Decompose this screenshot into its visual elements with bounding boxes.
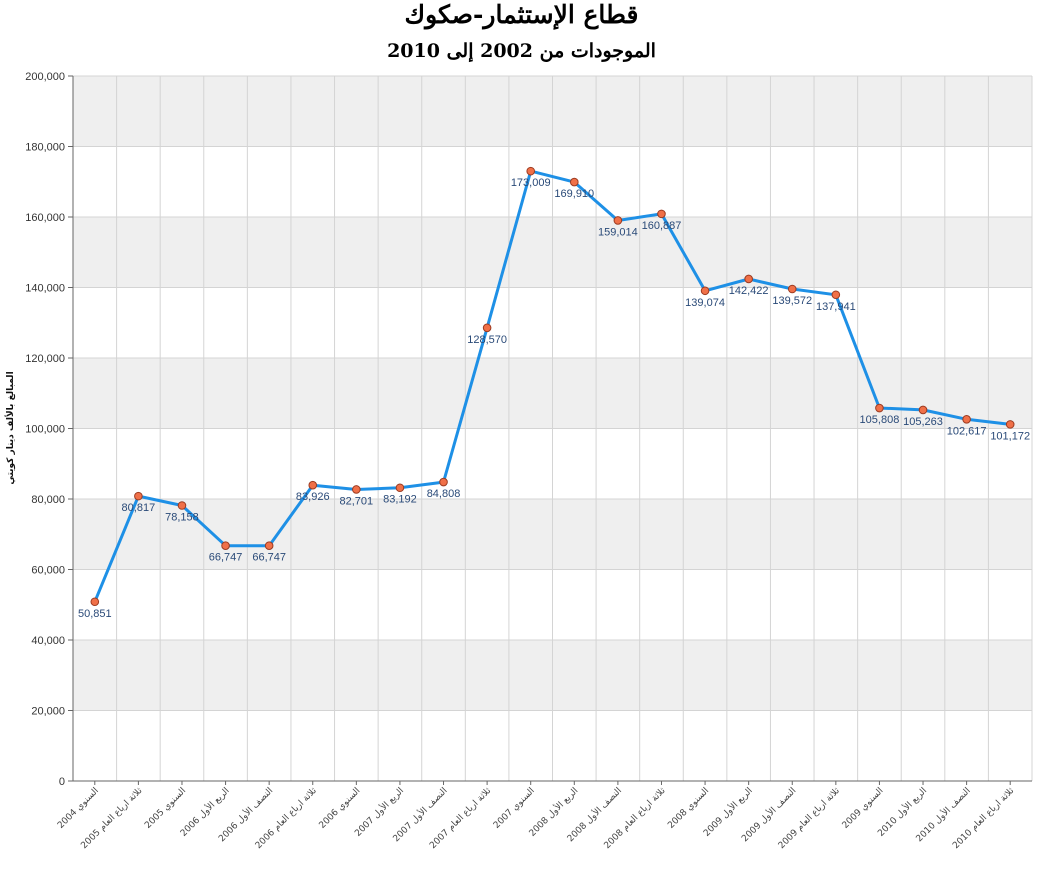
x-tick-label: السنوي 2004 [56,786,101,831]
data-point [439,477,448,487]
y-tick-label: 60,000 [31,565,65,577]
chart-subtitle: الموجودات من 2002 إلى 2010 [387,40,656,62]
data-point [700,286,710,296]
data-label: 105,808 [860,414,900,426]
data-label: 83,926 [296,491,330,503]
data-point [482,323,492,333]
series-line [93,169,1011,603]
data-label: 159,014 [598,226,638,238]
data-label: 80,817 [122,502,156,514]
data-label: 128,570 [467,334,507,346]
data-point [569,177,579,187]
data-point [264,541,274,551]
y-tick-label: 0 [59,776,65,788]
data-label: 137,941 [816,301,856,313]
data-label: 50,851 [78,608,112,620]
data-point [134,491,143,501]
data-point [221,541,230,551]
x-tick-label: السنوي 2008 [666,786,711,831]
data-point [613,216,623,225]
data-label: 142,422 [729,285,769,297]
y-tick-label: 100,000 [25,424,65,436]
data-point [657,209,666,219]
y-tick-label: 160,000 [25,212,65,224]
data-label: 82,701 [340,495,374,507]
y-tick-label: 120,000 [25,353,65,365]
y-tick-label: 180,000 [25,142,65,154]
data-point [90,597,100,607]
data-point [787,284,797,294]
y-axis-label: المبالغ بالألف دينار كويتي [4,371,16,484]
y-tick-label: 200,000 [25,71,65,83]
data-label: 169,910 [554,188,594,200]
y-tick-label: 80,000 [31,494,65,506]
data-label: 173,009 [511,177,551,189]
data-label: 83,192 [383,494,417,506]
data-label: 139,074 [685,297,725,309]
data-label: 102,617 [947,425,987,437]
series-markers [90,166,1015,607]
y-tick-label: 140,000 [25,283,65,295]
data-point [875,403,884,413]
data-label: 84,808 [427,488,461,500]
data-label: 160,887 [642,220,682,232]
data-label: 139,572 [772,295,812,307]
data-label: 105,263 [903,416,943,428]
data-point [1005,420,1015,429]
horizontal-gridlines [73,75,1032,782]
x-tick-label: السنوي 2006 [318,786,363,831]
data-point [744,274,753,284]
data-point [177,501,187,510]
data-label: 66,747 [252,552,286,564]
y-axis-ticks: 0 20,000 40,000 60,000 80,000 100,000 120,000 1… [25,71,73,788]
data-point [831,290,841,300]
data-label: 78,158 [165,511,199,523]
data-point [395,483,405,493]
data-labels: 50,851 80,817 78,158 66,747 66,747 83,926 82,7… [78,177,1030,620]
y-tick-label: 20,000 [31,706,65,718]
x-tick-label: السنوي 2007 [492,786,537,831]
x-tick-label: السنوي 2005 [143,786,188,831]
data-label: 66,747 [209,552,243,564]
series-polyline [93,169,1011,603]
data-point [308,480,318,490]
data-point [918,405,928,415]
chart-title: قطاع الإستثمار-صكوك [404,0,639,29]
data-point [352,485,361,494]
data-point [962,414,971,424]
x-tick-label: السنوي 2009 [841,786,886,831]
data-label: 101,172 [990,430,1030,442]
y-tick-label: 40,000 [31,635,65,647]
data-point [526,166,536,176]
